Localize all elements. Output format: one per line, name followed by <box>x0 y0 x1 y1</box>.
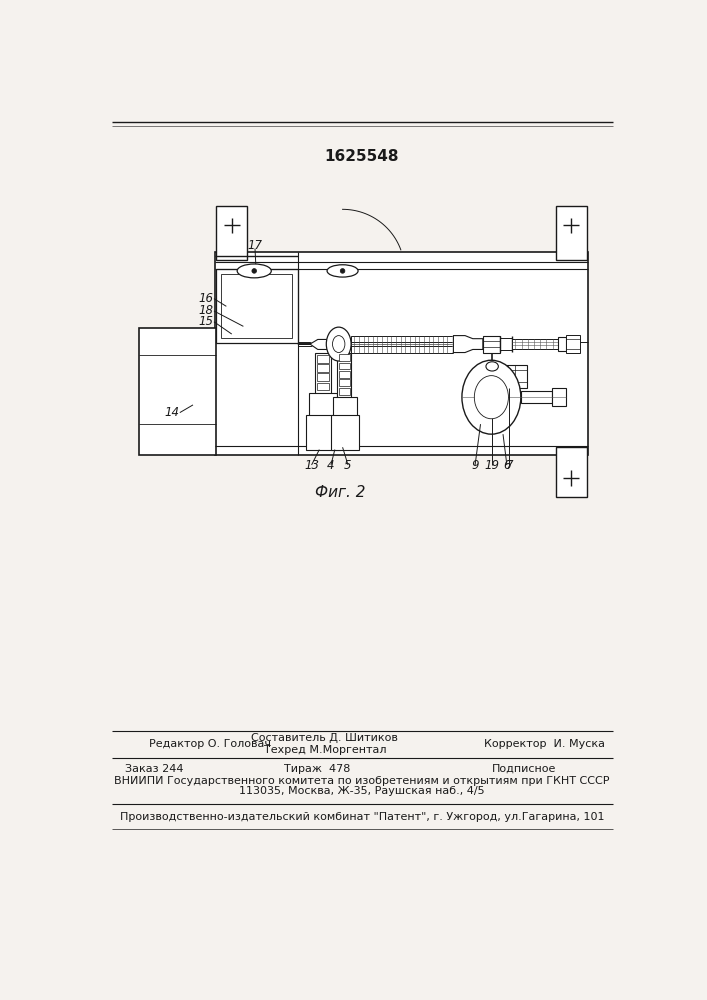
Bar <box>339 371 349 378</box>
Text: 14: 14 <box>165 406 180 419</box>
Text: 9: 9 <box>472 459 479 472</box>
Bar <box>351 336 453 353</box>
Text: Редактор О. Головач: Редактор О. Головач <box>149 739 271 749</box>
Bar <box>339 379 349 386</box>
Text: 17: 17 <box>247 239 262 252</box>
Text: 5: 5 <box>344 459 352 472</box>
Bar <box>309 393 337 416</box>
Polygon shape <box>453 336 483 353</box>
Bar <box>216 269 298 343</box>
Text: Тираж  478: Тираж 478 <box>284 764 350 774</box>
Bar <box>315 353 331 395</box>
Bar <box>216 206 247 260</box>
Ellipse shape <box>474 376 508 419</box>
Ellipse shape <box>327 327 351 361</box>
Bar <box>339 363 349 369</box>
Bar <box>339 388 349 395</box>
Bar <box>306 415 340 450</box>
Bar <box>556 206 587 260</box>
Bar <box>331 415 359 450</box>
Text: 13: 13 <box>304 459 319 472</box>
Text: 6: 6 <box>503 459 510 472</box>
Text: 15: 15 <box>199 315 214 328</box>
Bar <box>317 355 329 363</box>
Ellipse shape <box>327 265 358 277</box>
Text: 4: 4 <box>327 459 334 472</box>
Bar <box>500 365 527 388</box>
Bar <box>139 328 216 455</box>
Bar <box>317 373 329 381</box>
Text: Фиг. 2: Фиг. 2 <box>315 485 366 500</box>
Text: 18: 18 <box>199 304 214 317</box>
Text: ВНИИПИ Государственного комитета по изобретениям и открытиям при ГКНТ СССР: ВНИИПИ Государственного комитета по изоб… <box>115 776 609 786</box>
Ellipse shape <box>340 269 345 273</box>
Bar <box>556 447 587 497</box>
Bar <box>333 397 356 416</box>
Bar <box>317 383 329 390</box>
Bar <box>558 337 566 351</box>
Text: 16: 16 <box>199 292 214 305</box>
Ellipse shape <box>462 360 521 434</box>
Bar <box>521 391 552 403</box>
Bar <box>483 336 500 353</box>
Bar <box>566 335 580 353</box>
Text: Заказ 244: Заказ 244 <box>125 764 183 774</box>
Text: Составитель Д. Шитиков: Составитель Д. Шитиков <box>251 733 398 743</box>
Text: 19: 19 <box>485 459 500 472</box>
Text: Корректор  И. Муска: Корректор И. Муска <box>484 739 604 749</box>
Bar <box>337 353 351 399</box>
Polygon shape <box>298 339 329 349</box>
Text: 7: 7 <box>506 459 513 472</box>
Ellipse shape <box>252 269 257 273</box>
Ellipse shape <box>486 362 498 371</box>
Text: Подписное: Подписное <box>491 764 556 774</box>
Bar <box>317 364 329 372</box>
Text: Техред М.Моргентал: Техред М.Моргентал <box>264 745 386 755</box>
Bar <box>512 339 558 349</box>
Text: 113035, Москва, Ж-35, Раушская наб., 4/5: 113035, Москва, Ж-35, Раушская наб., 4/5 <box>239 786 485 796</box>
Bar <box>221 274 292 338</box>
Ellipse shape <box>237 264 271 278</box>
Bar <box>215 252 588 455</box>
Text: 1625548: 1625548 <box>325 149 399 164</box>
Bar <box>500 338 512 350</box>
Bar <box>339 354 349 361</box>
Bar <box>552 388 566 406</box>
Text: Производственно-издательский комбинат "Патент", г. Ужгород, ул.Гагарина, 101: Производственно-издательский комбинат "П… <box>119 812 604 822</box>
Ellipse shape <box>332 336 345 353</box>
